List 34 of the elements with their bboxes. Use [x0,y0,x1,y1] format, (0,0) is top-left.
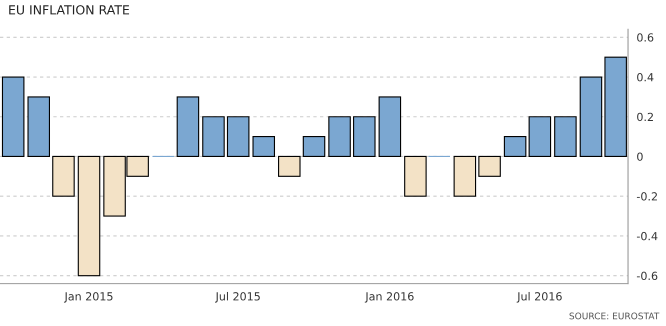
y-tick-label: 0.2 [637,112,653,122]
bar [328,116,351,158]
bar [554,116,577,158]
bar [252,136,276,158]
bar [404,156,427,197]
x-tick-label: Jul 2016 [516,292,562,303]
bar [478,156,501,177]
bar [454,156,476,197]
chart-title: EU INFLATION RATE [9,5,130,15]
bar [528,116,552,158]
bar [353,116,376,158]
bar [302,136,326,158]
x-tick-label: Jan 2016 [364,292,414,303]
bar [378,96,402,158]
y-tick-label: -0.4 [636,232,658,240]
y-tick-label: 0 [637,152,643,161]
x-tick-label: Jul 2015 [215,292,260,303]
y-tick-label: 0.6 [637,33,654,42]
bar [52,156,75,197]
bar [580,76,602,158]
bar [278,156,301,177]
y-tick-label: 0.4 [637,72,654,82]
bar [226,116,250,158]
x-tick-label: Jan 2015 [64,292,113,303]
bar [176,96,200,158]
bar [504,136,526,158]
y-tick-label: -0.2 [636,192,657,201]
bar [27,96,50,158]
y-tick-label: -0.6 [636,272,658,280]
source-note: SOURCE: EUROSTAT [570,312,660,320]
bar [604,56,627,158]
bar [2,76,24,158]
bar [78,156,100,276]
bar [202,116,225,158]
